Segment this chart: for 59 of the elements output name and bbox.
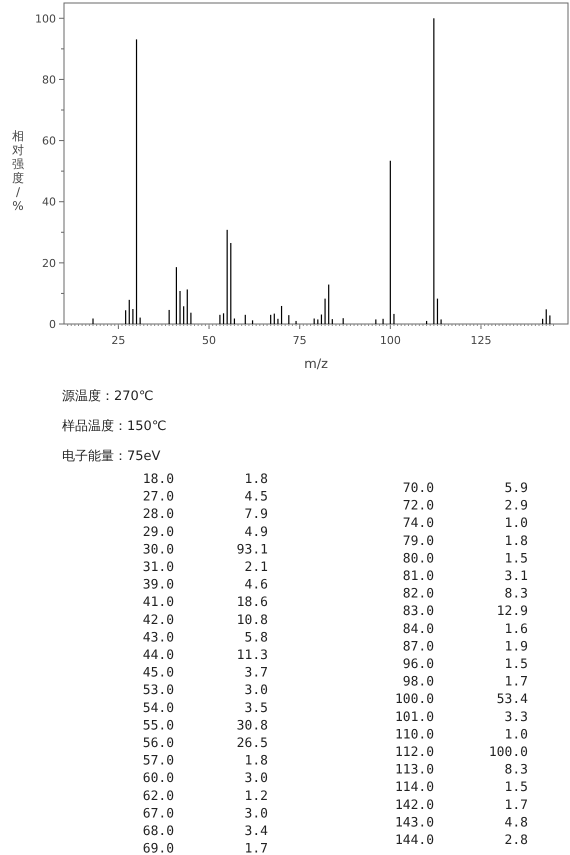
text: 82.0 8.3 [402, 586, 528, 602]
y-tick-label: 100 [35, 12, 56, 26]
text: 53.0 3.0 [142, 683, 268, 698]
text: 80.0 1.5 [402, 551, 528, 566]
text: 57.0 1.8 [142, 754, 268, 769]
text: 98.0 1.7 [402, 674, 528, 690]
text: 96.0 1.5 [402, 657, 528, 672]
y-tick-label: 60 [42, 134, 56, 148]
text: 56.0 26.5 [142, 736, 268, 751]
text: 144.0 2.8 [394, 833, 528, 848]
text: 样品温度：150℃ [62, 418, 166, 434]
text: 70.0 5.9 [402, 481, 528, 496]
text: 112.0 100.0 [394, 745, 528, 760]
text: 69.0 1.7 [142, 842, 268, 855]
text: 43.0 5.8 [142, 630, 268, 646]
text: 18.0 1.8 [142, 472, 268, 487]
text: 28.0 7.9 [142, 507, 268, 522]
text: 68.0 3.4 [142, 824, 268, 839]
text: 42.0 10.8 [142, 612, 268, 628]
text: 电子能量：75eV [62, 449, 161, 464]
y-tick-label: 40 [42, 196, 56, 209]
x-tick-label: 25 [111, 334, 126, 347]
text: 54.0 3.5 [142, 700, 268, 716]
text: 84.0 1.6 [402, 622, 528, 637]
x-tick-label: 125 [470, 334, 492, 347]
text: 114.0 1.5 [394, 780, 528, 796]
text: 74.0 1.0 [402, 516, 528, 532]
x-tick-label: 50 [202, 334, 216, 347]
text: 30.0 93.1 [142, 542, 268, 558]
text: 142.0 1.7 [394, 798, 528, 813]
y-axis-title: 相对强度/% [12, 129, 24, 213]
text: 62.0 1.2 [142, 788, 268, 804]
text: 31.0 2.1 [142, 560, 268, 575]
text: 29.0 4.9 [142, 524, 268, 540]
x-tick-label: 75 [292, 334, 307, 347]
text: 100.0 53.4 [394, 692, 528, 708]
text: 39.0 4.6 [142, 578, 268, 593]
text: 79.0 1.8 [402, 534, 528, 549]
text: 101.0 3.3 [394, 710, 528, 725]
text: 113.0 8.3 [394, 762, 528, 778]
text: 27.0 4.5 [142, 490, 268, 505]
text: 45.0 3.7 [142, 666, 268, 681]
text: 83.0 12.9 [402, 604, 528, 620]
y-tick-label: 20 [42, 256, 56, 270]
text: 87.0 1.9 [402, 639, 528, 654]
text: 60.0 3.0 [142, 771, 268, 786]
text: 44.0 11.3 [142, 648, 268, 663]
text: 55.0 30.8 [142, 718, 268, 734]
x-tick-label: 100 [380, 334, 401, 347]
text: 72.0 2.9 [402, 498, 528, 514]
text: 41.0 18.6 [142, 595, 268, 610]
y-tick-label: 0 [49, 318, 56, 331]
x-axis-title: m/z [304, 357, 328, 372]
y-tick-label: 80 [42, 73, 56, 86]
text: 67.0 3.0 [142, 806, 268, 822]
text: 源温度：270℃ [62, 388, 154, 404]
text: 110.0 1.0 [394, 727, 528, 742]
text: 143.0 4.8 [394, 815, 528, 830]
text: 81.0 3.1 [402, 569, 528, 584]
